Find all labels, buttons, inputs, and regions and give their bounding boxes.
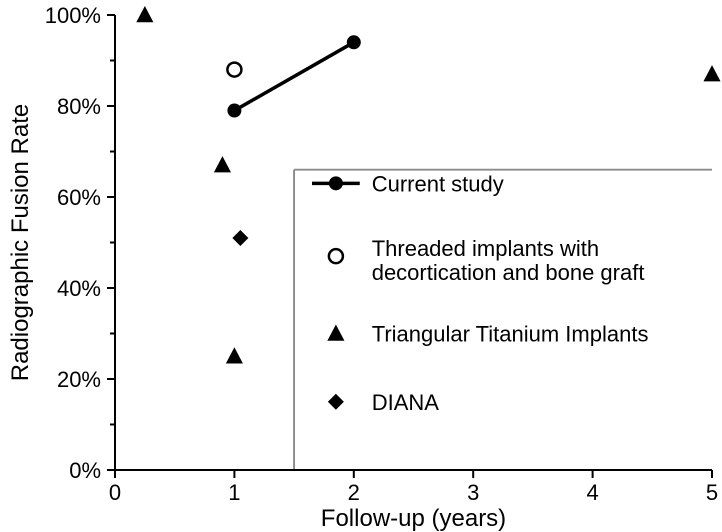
y-tick-label: 80%: [57, 94, 101, 119]
series-current-study-point: [347, 35, 361, 49]
legend-label-current-study: Current study: [372, 171, 504, 196]
legend-threaded-implants-marker: [329, 249, 343, 263]
legend-label-diana: DIANA: [372, 390, 440, 415]
y-tick-label: 40%: [57, 276, 101, 301]
y-tick-label: 100%: [45, 3, 101, 28]
x-tick-label: 3: [467, 480, 479, 505]
legend-current-study-marker: [329, 176, 343, 190]
x-axis-title: Follow-up (years): [321, 505, 506, 532]
x-tick-label: 5: [706, 480, 718, 505]
legend-label-threaded-l1: Threaded implants with: [372, 236, 599, 261]
series-current-study-point: [227, 104, 241, 118]
y-tick-label: 20%: [57, 367, 101, 392]
x-tick-label: 2: [348, 480, 360, 505]
x-tick-label: 0: [109, 480, 121, 505]
series-threaded-implants-point: [227, 63, 241, 77]
y-tick-label: 60%: [57, 185, 101, 210]
x-tick-label: 4: [586, 480, 598, 505]
y-axis-title: Radiographic Fusion Rate: [7, 104, 34, 382]
legend-fill: [295, 171, 712, 469]
chart-svg: 0 1 2 3 4 5 Follow-up (years) 0% 20% 40% 60% 80% 100…: [0, 0, 722, 532]
legend-label-triangular: Triangular Titanium Implants: [372, 322, 649, 347]
y-tick-label: 0%: [69, 458, 101, 483]
fusion-rate-scatter-chart: 0 1 2 3 4 5 Follow-up (years) 0% 20% 40% 60% 80% 100…: [0, 0, 722, 532]
x-tick-label: 1: [228, 480, 240, 505]
legend-label-threaded-l2: decortication and bone graft: [372, 260, 645, 285]
